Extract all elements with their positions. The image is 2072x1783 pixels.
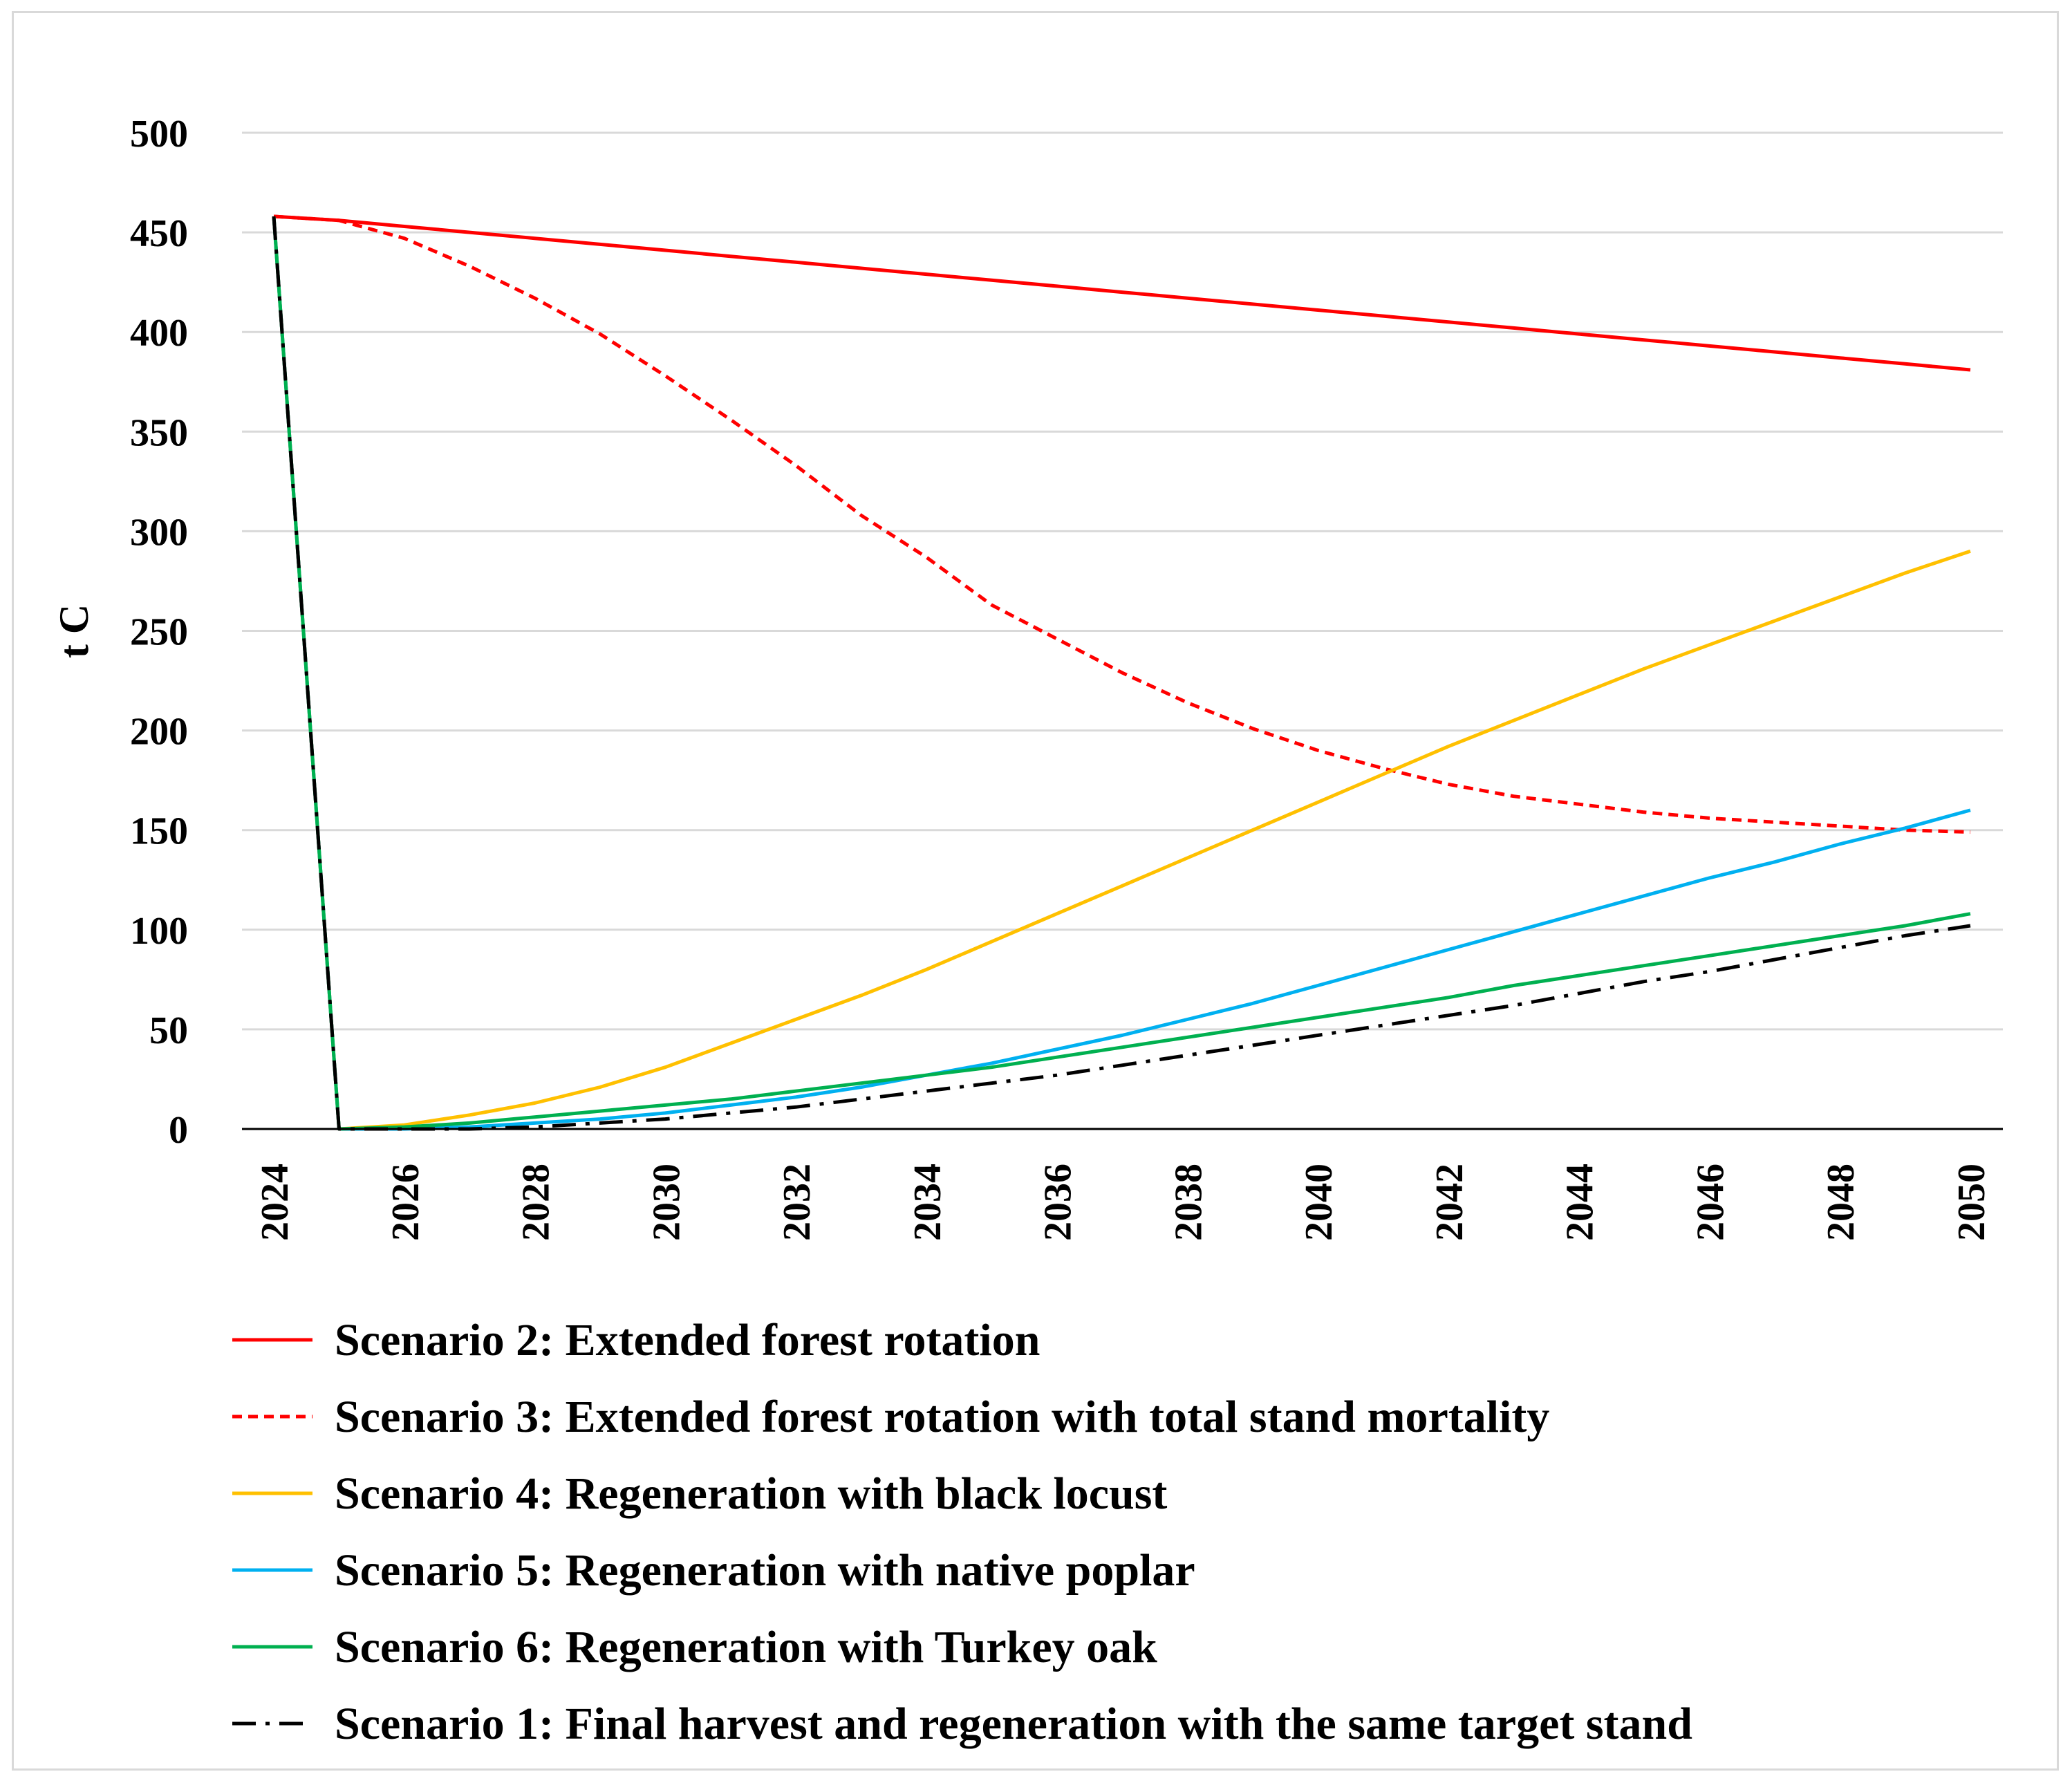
y-tick-label: 150 bbox=[130, 810, 188, 853]
x-tick-labels: 2024 2026 2028 2030 2032 2034 2036 2038 2040 2042… bbox=[254, 1164, 1993, 1241]
y-tick-label: 300 bbox=[130, 511, 188, 554]
legend-label: Scenario 3: Extended forest rotation wit… bbox=[335, 1392, 1549, 1442]
y-tick-label: 350 bbox=[130, 411, 188, 454]
y-tick-label: 400 bbox=[130, 312, 188, 355]
x-tick-label: 2038 bbox=[1167, 1164, 1210, 1241]
x-tick-label: 2050 bbox=[1950, 1164, 1993, 1241]
y-tick-label: 0 bbox=[169, 1109, 188, 1152]
series-line-6 bbox=[272, 216, 1971, 1131]
y-tick-label: 500 bbox=[130, 113, 188, 156]
x-tick-label: 2034 bbox=[906, 1164, 949, 1241]
series-line-1 bbox=[273, 214, 1971, 372]
x-tick-label: 2026 bbox=[384, 1164, 427, 1241]
series-lines bbox=[272, 214, 1971, 1131]
x-tick-label: 2040 bbox=[1298, 1164, 1341, 1241]
y-axis-label: t C bbox=[51, 604, 97, 658]
x-tick-label: 2030 bbox=[645, 1164, 688, 1241]
y-tick-label: 200 bbox=[130, 711, 188, 754]
x-tick-label: 2024 bbox=[254, 1164, 297, 1241]
legend-label: Scenario 4: Regeneration with black locu… bbox=[335, 1468, 1167, 1519]
x-tick-label: 2032 bbox=[776, 1164, 819, 1241]
legend-label: Scenario 6: Regeneration with Turkey oak bbox=[335, 1622, 1157, 1672]
gridlines bbox=[242, 131, 2003, 1031]
y-tick-label: 450 bbox=[130, 212, 188, 255]
x-tick-label: 2036 bbox=[1037, 1164, 1080, 1241]
y-tick-label: 250 bbox=[130, 611, 188, 654]
chart-frame bbox=[12, 11, 2059, 1771]
x-tick-label: 2048 bbox=[1820, 1164, 1863, 1241]
legend-label: Scenario 5: Regeneration with native pop… bbox=[335, 1545, 1195, 1596]
legend: Scenario 2: Extended forest rotation Scen… bbox=[232, 1315, 1692, 1749]
y-tick-label: 50 bbox=[149, 1009, 188, 1052]
y-tick-labels: 0 50 100 150 200 250 300 350 400 450 500 bbox=[130, 113, 188, 1152]
x-tick-label: 2028 bbox=[515, 1164, 558, 1241]
series-line-5 bbox=[272, 216, 1971, 1131]
legend-label: Scenario 1: Final harvest and regenerati… bbox=[335, 1699, 1692, 1749]
y-tick-label: 100 bbox=[130, 910, 188, 953]
series-line-4 bbox=[272, 216, 1971, 1131]
x-tick-label: 2046 bbox=[1689, 1164, 1732, 1241]
legend-label: Scenario 2: Extended forest rotation bbox=[335, 1315, 1040, 1365]
x-tick-label: 2042 bbox=[1428, 1164, 1471, 1241]
x-tick-label: 2044 bbox=[1559, 1164, 1602, 1241]
series-line-2 bbox=[273, 214, 1971, 834]
series-line-3 bbox=[272, 216, 1971, 1131]
